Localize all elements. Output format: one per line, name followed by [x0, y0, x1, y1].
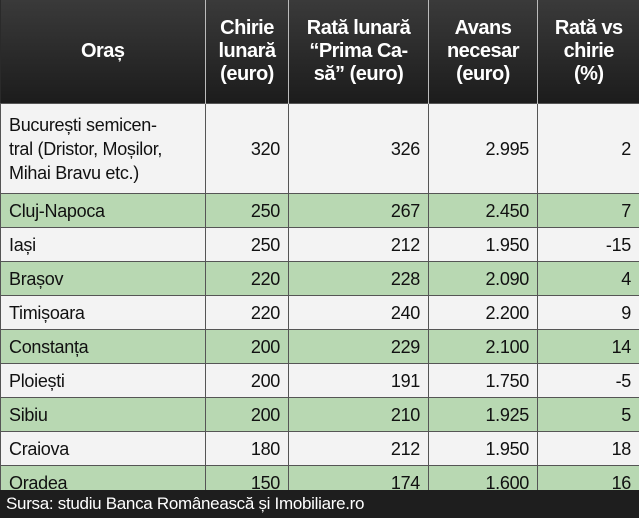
- value-cell: 212: [288, 227, 429, 262]
- column-header: Avans necesar (euro): [428, 0, 538, 104]
- value-cell: 240: [288, 295, 429, 330]
- value-cell: 210: [288, 397, 429, 432]
- value-cell: 18: [537, 431, 639, 466]
- table-row: Craiova 180 212 1.950 18: [0, 431, 639, 466]
- value-cell: 2.450: [428, 193, 538, 228]
- value-cell: 250: [205, 193, 289, 228]
- value-cell: 1.950: [428, 227, 538, 262]
- table-row: Iași 250 212 1.950 -15: [0, 227, 639, 262]
- value-cell: 212: [288, 431, 429, 466]
- value-cell: 180: [205, 431, 289, 466]
- table-row: Brașov 220 228 2.090 4: [0, 261, 639, 296]
- value-cell: 200: [205, 329, 289, 364]
- value-cell: 2.200: [428, 295, 538, 330]
- city-cell: Sibiu: [0, 397, 206, 432]
- value-cell: 191: [288, 363, 429, 398]
- city-cell: Constanța: [0, 329, 206, 364]
- value-cell: -5: [537, 363, 639, 398]
- city-cell: Cluj-Napoca: [0, 193, 206, 228]
- table-row: București semicen- tral (Dristor, Moșilo…: [0, 103, 639, 194]
- value-cell: 228: [288, 261, 429, 296]
- source-note: Sursa: studiu Banca Românească și Imobil…: [0, 490, 639, 518]
- value-cell: 267: [288, 193, 429, 228]
- value-cell: 1.750: [428, 363, 538, 398]
- value-cell: 14: [537, 329, 639, 364]
- column-header: Rată vs chirie (%): [537, 0, 639, 104]
- value-cell: 200: [205, 363, 289, 398]
- city-cell: Brașov: [0, 261, 206, 296]
- column-header: Chirie lunară (euro): [205, 0, 289, 104]
- table-row: Sibiu 200 210 1.925 5: [0, 397, 639, 432]
- city-cell: Iași: [0, 227, 206, 262]
- value-cell: 2.090: [428, 261, 538, 296]
- value-cell: 4: [537, 261, 639, 296]
- value-cell: 2.100: [428, 329, 538, 364]
- table-row: Constanța 200 229 2.100 14: [0, 329, 639, 364]
- value-cell: 200: [205, 397, 289, 432]
- header-row: Oraș Chirie lunară (euro) Rată lunară “Pri…: [0, 0, 639, 104]
- value-cell: 326: [288, 103, 429, 194]
- table-row: Timișoara 220 240 2.200 9: [0, 295, 639, 330]
- value-cell: 2: [537, 103, 639, 194]
- data-table: Oraș Chirie lunară (euro) Rată lunară “Pri…: [0, 0, 639, 500]
- value-cell: 9: [537, 295, 639, 330]
- value-cell: 320: [205, 103, 289, 194]
- table-row: Ploiești 200 191 1.750 -5: [0, 363, 639, 398]
- value-cell: 1.925: [428, 397, 538, 432]
- value-cell: 7: [537, 193, 639, 228]
- value-cell: 2.995: [428, 103, 538, 194]
- value-cell: 229: [288, 329, 429, 364]
- city-cell: București semicen- tral (Dristor, Moșilo…: [0, 103, 206, 194]
- column-header: Rată lunară “Prima Ca- să” (euro): [288, 0, 429, 104]
- city-cell: Ploiești: [0, 363, 206, 398]
- column-header: Oraș: [0, 0, 206, 104]
- city-cell: Timișoara: [0, 295, 206, 330]
- value-cell: -15: [537, 227, 639, 262]
- table-row: Cluj-Napoca 250 267 2.450 7: [0, 193, 639, 228]
- value-cell: 220: [205, 261, 289, 296]
- value-cell: 220: [205, 295, 289, 330]
- value-cell: 5: [537, 397, 639, 432]
- city-cell: Craiova: [0, 431, 206, 466]
- value-cell: 1.950: [428, 431, 538, 466]
- value-cell: 250: [205, 227, 289, 262]
